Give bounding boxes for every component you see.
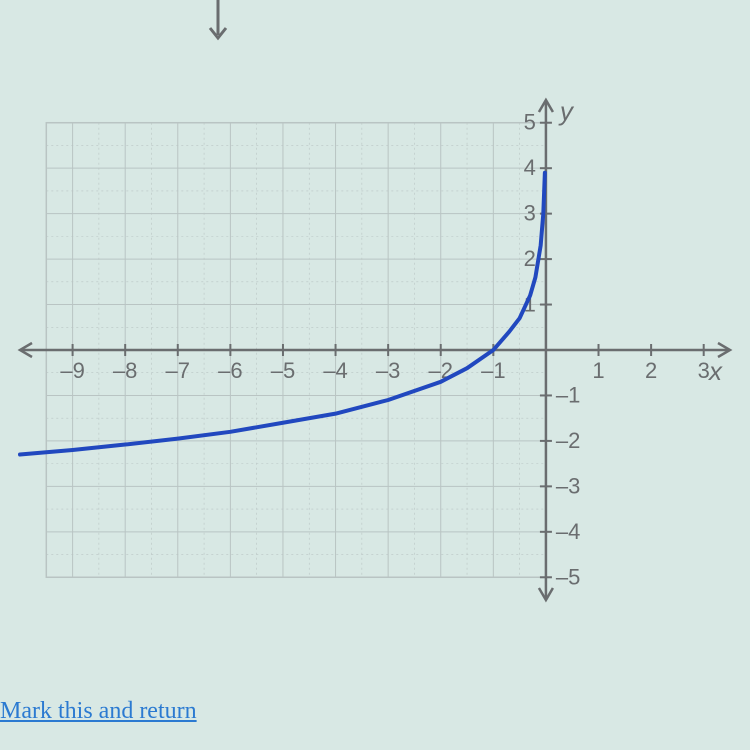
svg-text:2: 2 [645, 358, 657, 383]
svg-text:–6: –6 [218, 358, 242, 383]
svg-text:2: 2 [524, 246, 536, 271]
svg-text:–5: –5 [271, 358, 295, 383]
svg-text:–7: –7 [166, 358, 190, 383]
svg-text:y: y [558, 96, 575, 126]
svg-text:x: x [707, 356, 723, 386]
down-arrow-icon [203, 0, 233, 50]
svg-text:5: 5 [524, 110, 536, 135]
svg-text:–4: –4 [323, 358, 347, 383]
svg-text:3: 3 [698, 358, 710, 383]
svg-text:1: 1 [592, 358, 604, 383]
svg-text:–9: –9 [60, 358, 84, 383]
svg-text:4: 4 [524, 155, 536, 180]
svg-text:–3: –3 [556, 473, 580, 498]
svg-text:–2: –2 [556, 428, 580, 453]
coordinate-chart: –9–8–7–6–5–4–3–2–1123–5–4–3–2–112345xy [0, 60, 750, 640]
svg-text:–4: –4 [556, 519, 580, 544]
svg-text:3: 3 [524, 201, 536, 226]
svg-text:–1: –1 [481, 358, 505, 383]
svg-text:–1: –1 [556, 382, 580, 407]
svg-text:–8: –8 [113, 358, 137, 383]
svg-text:–5: –5 [556, 564, 580, 589]
svg-text:–3: –3 [376, 358, 400, 383]
mark-return-link[interactable]: Mark this and return [0, 698, 197, 725]
